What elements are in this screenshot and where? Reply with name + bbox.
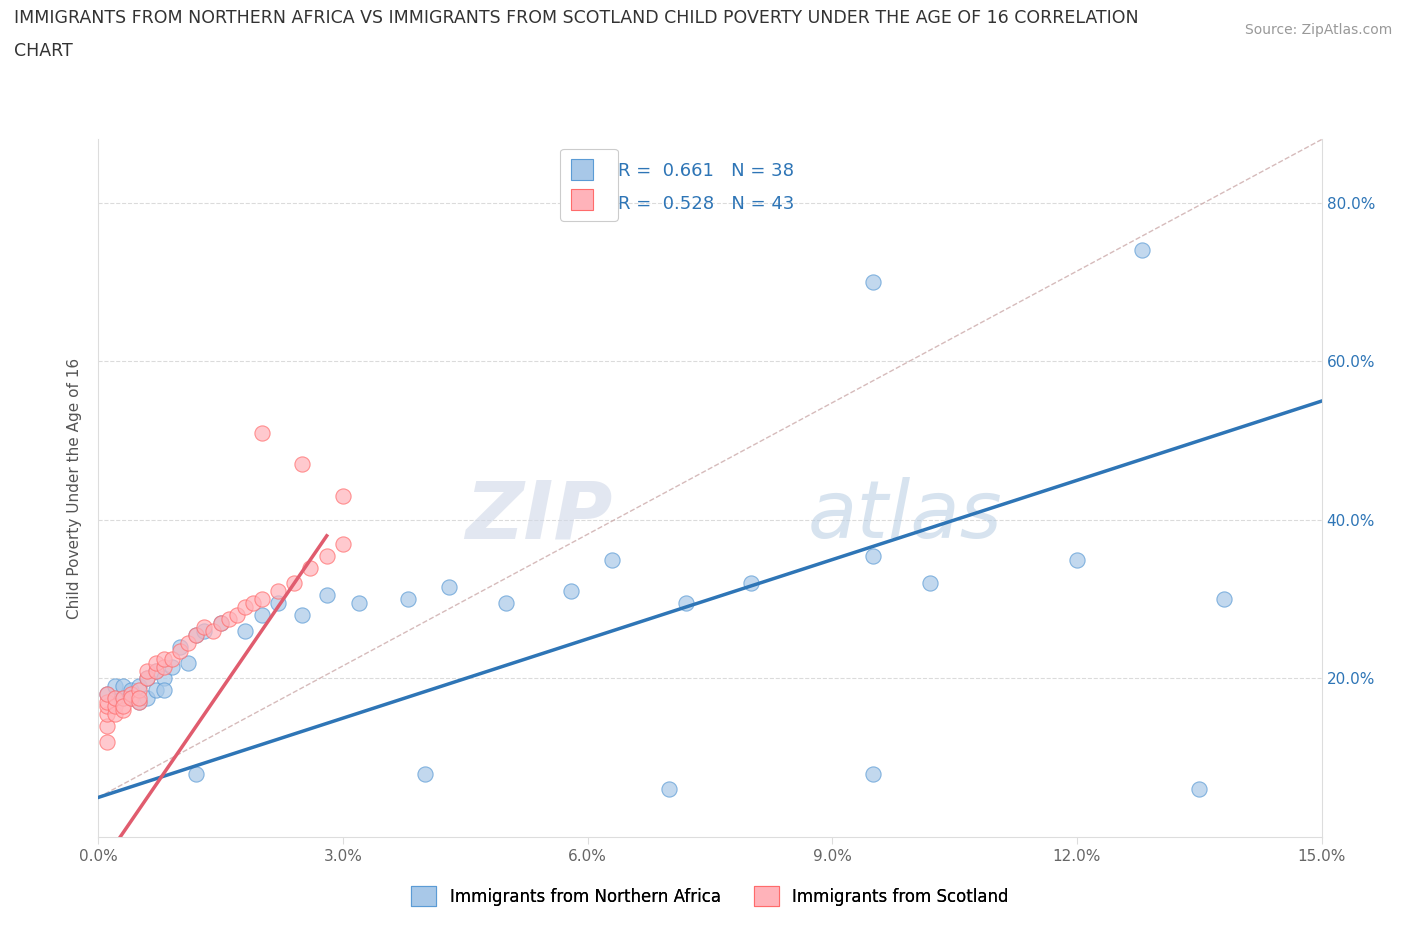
Point — [104, 707, 127, 722]
Text: IMMIGRANTS FROM NORTHERN AFRICA VS IMMIGRANTS FROM SCOTLAND CHILD POVERTY UNDER : IMMIGRANTS FROM NORTHERN AFRICA VS IMMIG… — [14, 9, 1139, 27]
Point — [209, 616, 232, 631]
Point — [104, 698, 127, 713]
Point — [96, 698, 118, 713]
Point — [242, 596, 264, 611]
Point — [560, 584, 582, 599]
Point — [186, 628, 208, 643]
Point — [193, 619, 215, 634]
Point — [169, 644, 191, 658]
Point — [160, 651, 183, 666]
Point — [96, 707, 118, 722]
Point — [675, 596, 697, 611]
Point — [145, 663, 167, 678]
Point — [1212, 591, 1234, 606]
Point — [332, 489, 354, 504]
Point — [96, 687, 118, 702]
Point — [104, 679, 127, 694]
Point — [136, 691, 159, 706]
Point — [437, 580, 460, 595]
Point — [920, 576, 942, 591]
Text: R =  0.661   N = 38: R = 0.661 N = 38 — [619, 162, 794, 179]
Point — [193, 623, 215, 638]
Point — [96, 719, 118, 734]
Point — [283, 576, 305, 591]
Point — [495, 596, 517, 611]
Text: Source: ZipAtlas.com: Source: ZipAtlas.com — [1244, 23, 1392, 37]
Point — [226, 607, 249, 622]
Point — [128, 683, 150, 698]
Point — [96, 695, 118, 710]
Point — [332, 537, 354, 551]
Text: ZIP: ZIP — [465, 477, 612, 555]
Point — [111, 679, 134, 694]
Point — [152, 671, 174, 686]
Point — [740, 576, 762, 591]
Point — [267, 584, 290, 599]
Point — [120, 687, 142, 702]
Point — [120, 691, 142, 706]
Point — [128, 679, 150, 694]
Point — [862, 766, 884, 781]
Point — [111, 691, 134, 706]
Point — [291, 457, 314, 472]
Point — [349, 596, 371, 611]
Point — [186, 766, 208, 781]
Point — [862, 274, 884, 289]
Point — [209, 616, 232, 631]
Point — [177, 635, 200, 650]
Point — [152, 659, 174, 674]
Point — [104, 691, 127, 706]
Point — [250, 607, 273, 622]
Point — [177, 655, 200, 670]
Point — [128, 695, 150, 710]
Point — [120, 683, 142, 698]
Point — [315, 588, 337, 603]
Point — [136, 671, 159, 686]
Point — [104, 691, 127, 706]
Point — [250, 591, 273, 606]
Point — [152, 683, 174, 698]
Point — [1130, 243, 1153, 258]
Point — [111, 698, 134, 713]
Point — [658, 782, 681, 797]
Point — [111, 691, 134, 706]
Point — [160, 659, 183, 674]
Point — [267, 596, 290, 611]
Point — [218, 612, 240, 627]
Point — [145, 663, 167, 678]
Point — [186, 628, 208, 643]
Legend: Immigrants from Northern Africa, Immigrants from Scotland: Immigrants from Northern Africa, Immigra… — [405, 880, 1015, 912]
Point — [145, 683, 167, 698]
Point — [396, 591, 419, 606]
Point — [128, 691, 150, 706]
Point — [120, 691, 142, 706]
Point — [152, 651, 174, 666]
Point — [600, 552, 623, 567]
Point — [136, 671, 159, 686]
Text: CHART: CHART — [14, 42, 73, 60]
Point — [233, 600, 256, 615]
Point — [315, 548, 337, 563]
Point — [96, 687, 118, 702]
Y-axis label: Child Poverty Under the Age of 16: Child Poverty Under the Age of 16 — [67, 358, 83, 618]
Point — [862, 548, 884, 563]
Text: atlas: atlas — [808, 477, 1002, 555]
Text: R =  0.528   N = 43: R = 0.528 N = 43 — [619, 194, 794, 213]
Point — [250, 425, 273, 440]
Point — [111, 703, 134, 718]
Point — [413, 766, 436, 781]
Point — [169, 639, 191, 654]
Point — [291, 607, 314, 622]
Point — [233, 623, 256, 638]
Point — [128, 695, 150, 710]
Point — [96, 735, 118, 750]
Point — [1066, 552, 1088, 567]
Point — [145, 655, 167, 670]
Point — [299, 560, 322, 575]
Point — [136, 663, 159, 678]
Point — [201, 623, 224, 638]
Point — [1188, 782, 1211, 797]
